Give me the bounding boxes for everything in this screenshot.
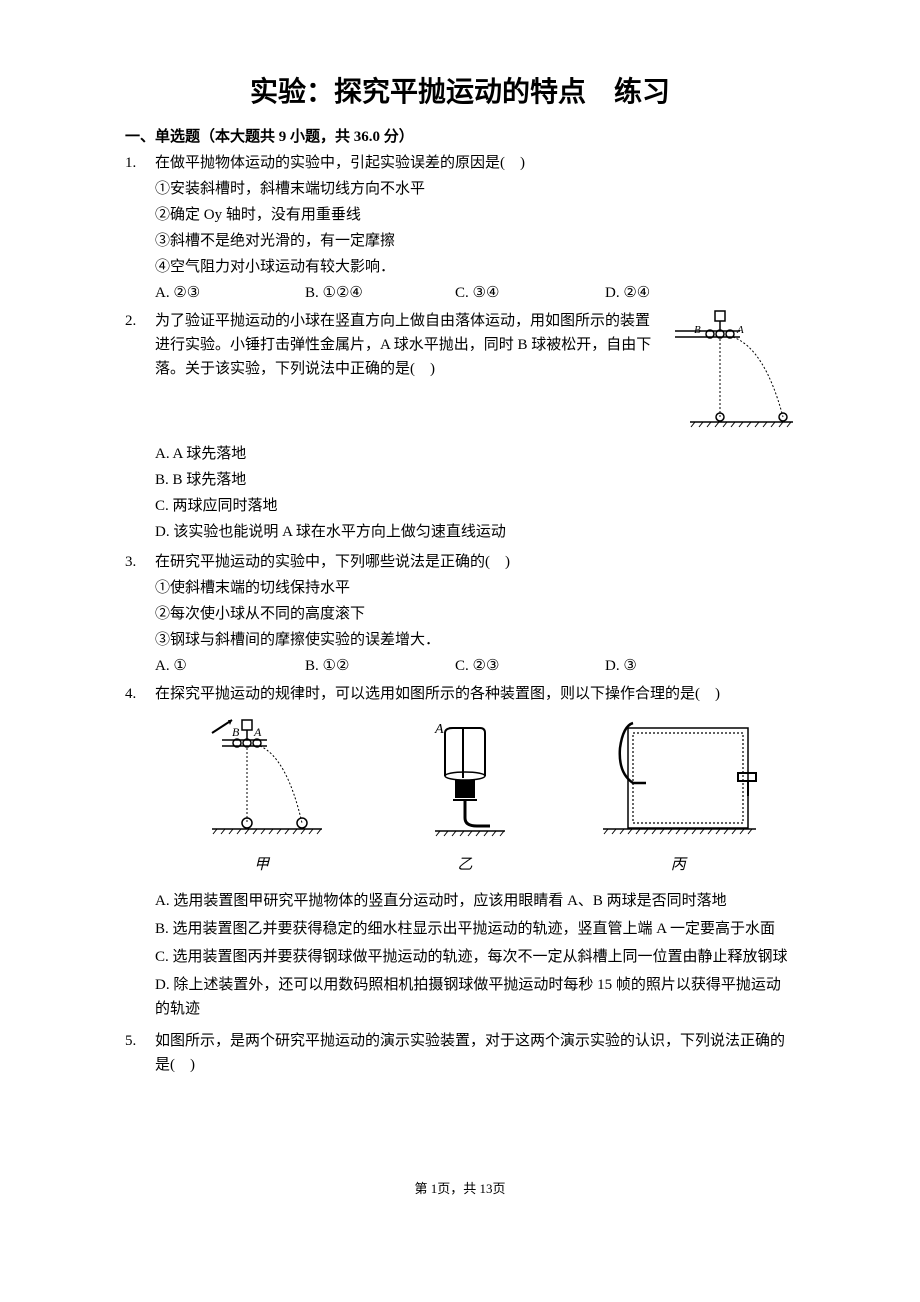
question-body: 在做平抛物体运动的实验中，引起实验误差的原因是( ) ①安装斜槽时，斜槽末端切线… bbox=[155, 151, 795, 305]
option-a: A. 选用装置图甲研究平抛物体的竖直分运动时，应该用眼睛看 A、B 两球是否同时… bbox=[155, 889, 795, 913]
question-number: 2. bbox=[125, 309, 155, 546]
label-a: A bbox=[434, 722, 444, 737]
sub-item: ①使斜槽末端的切线保持水平 bbox=[155, 576, 795, 600]
section-header: 一、单选题（本大题共 9 小题，共 36.0 分） bbox=[125, 125, 795, 149]
question-body: 为了验证平抛运动的小球在竖直方向上做自由落体运动，用如图所示的装置进行实验。小锤… bbox=[155, 309, 795, 546]
figure-label: 丙 bbox=[598, 853, 758, 877]
question-body: 在研究平抛运动的实验中，下列哪些说法是正确的( ) ①使斜槽末端的切线保持水平 … bbox=[155, 550, 795, 678]
option-c: C. ②③ bbox=[455, 654, 605, 678]
label-b: B bbox=[232, 725, 240, 739]
figure-jia: B A bbox=[192, 718, 332, 877]
question-1: 1. 在做平抛物体运动的实验中，引起实验误差的原因是( ) ①安装斜槽时，斜槽末… bbox=[125, 151, 795, 305]
question-body: 在探究平抛运动的规律时，可以选用如图所示的各种装置图，则以下操作合理的是( ) … bbox=[155, 682, 795, 1025]
figures-row: B A bbox=[155, 718, 795, 877]
sub-item: ③斜槽不是绝对光滑的，有一定摩擦 bbox=[155, 229, 795, 253]
sub-item: ②确定 Oy 轴时，没有用重垂线 bbox=[155, 203, 795, 227]
sub-item: ③钢球与斜槽间的摩擦使实验的误差增大． bbox=[155, 628, 795, 652]
question-number: 3. bbox=[125, 550, 155, 678]
label-b: B bbox=[694, 324, 701, 336]
figure-label: 甲 bbox=[192, 853, 332, 877]
figure-label: 乙 bbox=[405, 853, 525, 877]
question-3: 3. 在研究平抛运动的实验中，下列哪些说法是正确的( ) ①使斜槽末端的切线保持… bbox=[125, 550, 795, 678]
option-c: C. 选用装置图丙并要获得钢球做平抛运动的轨迹，每次不一定从斜槽上同一位置由静止… bbox=[155, 945, 795, 969]
label-a: A bbox=[736, 324, 744, 336]
question-text: 如图所示，是两个研究平抛运动的演示实验装置，对于这两个演示实验的认识，下列说法正… bbox=[155, 1029, 795, 1077]
option-a: A. A 球先落地 bbox=[155, 442, 795, 466]
option-c: C. 两球应同时落地 bbox=[155, 494, 795, 518]
question-4: 4. 在探究平抛运动的规律时，可以选用如图所示的各种装置图，则以下操作合理的是(… bbox=[125, 682, 795, 1025]
figure-yi: A bbox=[405, 718, 525, 877]
figure-bing: 丙 bbox=[598, 718, 758, 877]
option-c: C. ③④ bbox=[455, 281, 605, 305]
option-a: A. ②③ bbox=[155, 281, 305, 305]
question-2: 2. 为了验证平抛运动的小球在竖直方向上做自由落体运动，用如图所示的装置进行实验… bbox=[125, 309, 795, 546]
question-text: 在探究平抛运动的规律时，可以选用如图所示的各种装置图，则以下操作合理的是( ) bbox=[155, 682, 795, 706]
page-footer: 第 1页，共 13页 bbox=[125, 1179, 795, 1200]
option-b: B. ①② bbox=[305, 654, 455, 678]
question-text: 在做平抛物体运动的实验中，引起实验误差的原因是( ) bbox=[155, 151, 795, 175]
sub-item: ①安装斜槽时，斜槽末端切线方向不水平 bbox=[155, 177, 795, 201]
question-number: 5. bbox=[125, 1029, 155, 1079]
q2-diagram: B A bbox=[665, 309, 795, 434]
question-number: 1. bbox=[125, 151, 155, 305]
question-body: 如图所示，是两个研究平抛运动的演示实验装置，对于这两个演示实验的认识，下列说法正… bbox=[155, 1029, 795, 1079]
option-d: D. 除上述装置外，还可以用数码照相机拍摄钢球做平抛运动时每秒 15 帧的照片以… bbox=[155, 973, 795, 1021]
option-d: D. ②④ bbox=[605, 281, 755, 305]
options-row: A. ① B. ①② C. ②③ D. ③ bbox=[155, 654, 795, 678]
options-row: A. ②③ B. ①②④ C. ③④ D. ②④ bbox=[155, 281, 795, 305]
label-a: A bbox=[253, 725, 262, 739]
option-b: B. 选用装置图乙并要获得稳定的细水柱显示出平抛运动的轨迹，竖直管上端 A 一定… bbox=[155, 917, 795, 941]
options-vertical: A. A 球先落地 B. B 球先落地 C. 两球应同时落地 D. 该实验也能说… bbox=[155, 442, 795, 544]
page-title: 实验：探究平抛运动的特点 练习 bbox=[125, 70, 795, 115]
option-d: D. 该实验也能说明 A 球在水平方向上做匀速直线运动 bbox=[155, 520, 795, 544]
question-text: 为了验证平抛运动的小球在竖直方向上做自由落体运动，用如图所示的装置进行实验。小锤… bbox=[155, 309, 655, 381]
option-a: A. ① bbox=[155, 654, 305, 678]
question-5: 5. 如图所示，是两个研究平抛运动的演示实验装置，对于这两个演示实验的认识，下列… bbox=[125, 1029, 795, 1079]
sub-item: ④空气阻力对小球运动有较大影响． bbox=[155, 255, 795, 279]
option-b: B. ①②④ bbox=[305, 281, 455, 305]
option-b: B. B 球先落地 bbox=[155, 468, 795, 492]
sub-item: ②每次使小球从不同的高度滚下 bbox=[155, 602, 795, 626]
option-d: D. ③ bbox=[605, 654, 755, 678]
question-number: 4. bbox=[125, 682, 155, 1025]
question-text: 在研究平抛运动的实验中，下列哪些说法是正确的( ) bbox=[155, 550, 795, 574]
